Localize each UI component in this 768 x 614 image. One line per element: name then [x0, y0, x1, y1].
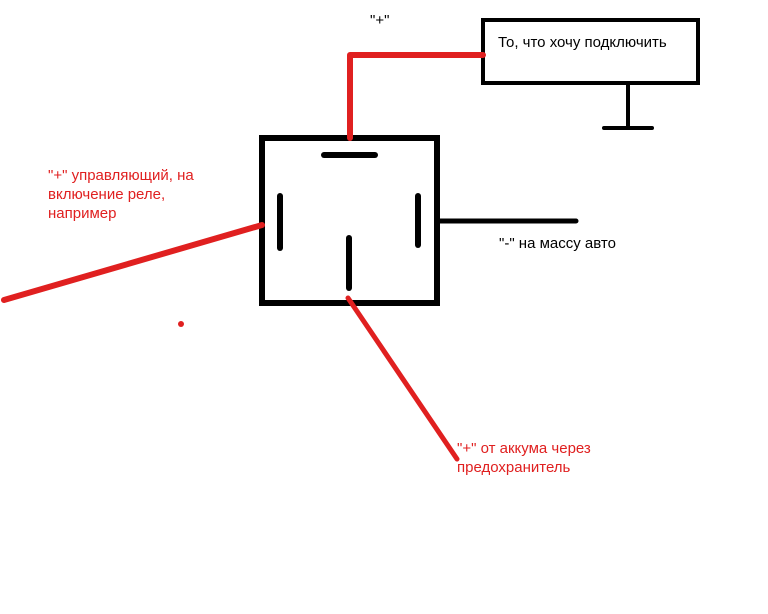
label-plus-top: "+" — [370, 12, 389, 31]
wire-top-plus — [350, 55, 483, 138]
label-load-box: То, что хочу подключить — [498, 34, 667, 53]
diagram-svg — [0, 0, 768, 614]
label-fuse: "+" от аккума через предохранитель — [457, 440, 591, 478]
label-control-plus: "+" управляющий, на включение реле, напр… — [48, 167, 194, 223]
wire-left-control — [4, 225, 262, 300]
wire-bottom-fuse — [348, 298, 457, 459]
label-mass: "-" на массу авто — [499, 235, 616, 254]
stray-dot — [178, 321, 184, 327]
